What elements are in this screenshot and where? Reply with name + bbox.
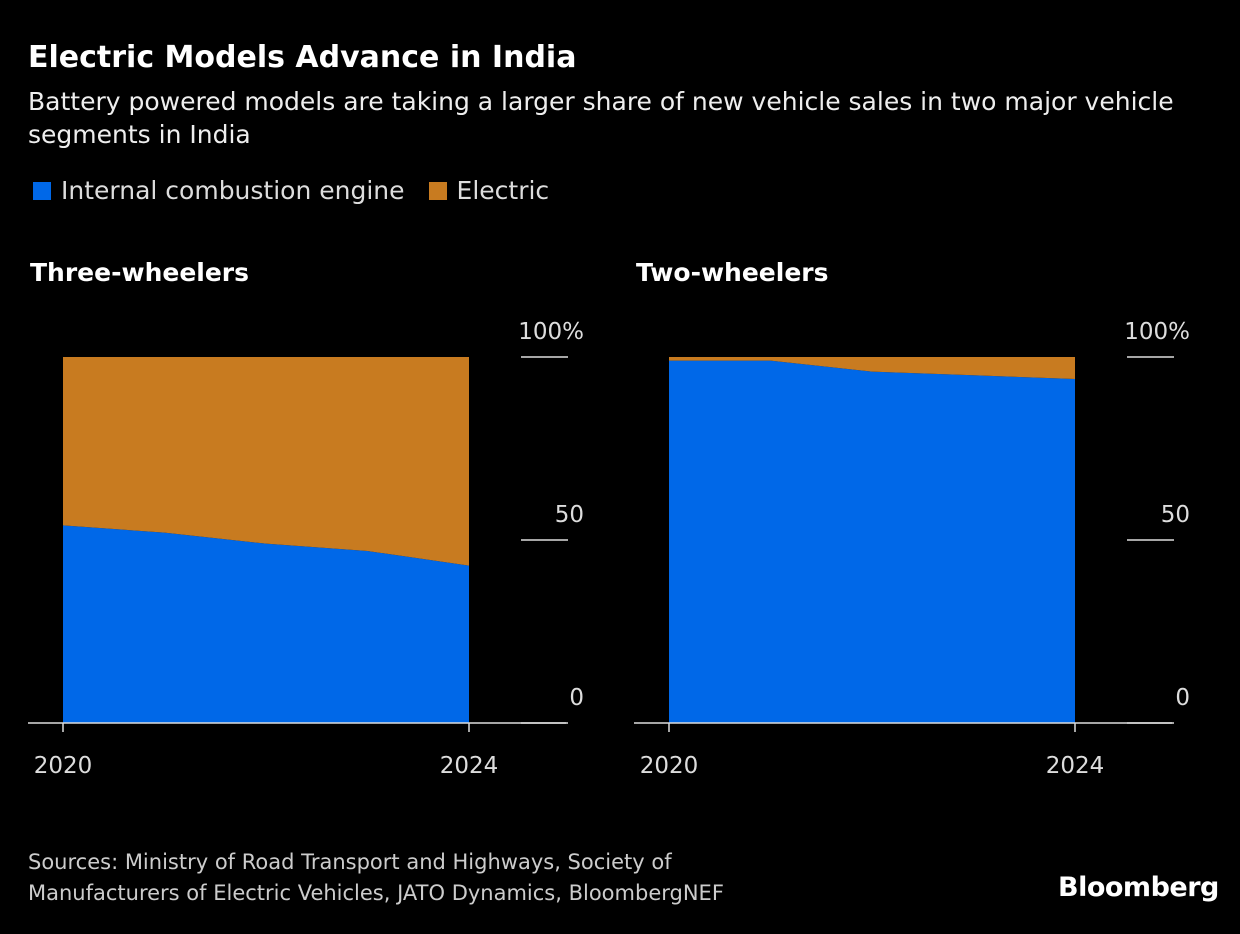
legend-label: Internal combustion engine bbox=[61, 176, 405, 205]
brand: Bloomberg bbox=[1058, 872, 1219, 903]
area bbox=[669, 357, 1075, 379]
y-tick-label: 0 bbox=[569, 685, 584, 711]
area bbox=[63, 357, 469, 566]
source: Sources: Ministry of Road Transport and … bbox=[28, 850, 724, 905]
legend-item: Electric bbox=[428, 176, 550, 205]
x-tick-label: 2024 bbox=[1046, 753, 1105, 779]
y-tick-label: 50 bbox=[1161, 502, 1190, 528]
y-tick-label: 100% bbox=[518, 319, 584, 345]
subtitle: Battery powered models are taking a larg… bbox=[28, 87, 1174, 149]
legend-label: Electric bbox=[456, 176, 550, 205]
x-tick-label: 2020 bbox=[34, 753, 93, 779]
area bbox=[63, 525, 469, 723]
y-tick-label: 50 bbox=[555, 502, 584, 528]
legend: Internal combustion engine Electric bbox=[33, 176, 573, 205]
area bbox=[669, 360, 1075, 723]
legend-swatch bbox=[33, 181, 51, 200]
x-tick-label: 2020 bbox=[640, 753, 699, 779]
y-tick-label: 0 bbox=[1175, 685, 1190, 711]
title: Electric Models Advance in India bbox=[28, 40, 577, 75]
legend-item: Internal combustion engine bbox=[33, 176, 405, 205]
y-tick-label: 100% bbox=[1124, 319, 1190, 345]
x-tick-label: 2024 bbox=[440, 753, 499, 779]
legend-swatch bbox=[428, 181, 447, 200]
subplot-title: Three-wheelers bbox=[30, 258, 249, 287]
subplot-title: Two-wheelers bbox=[636, 258, 829, 287]
